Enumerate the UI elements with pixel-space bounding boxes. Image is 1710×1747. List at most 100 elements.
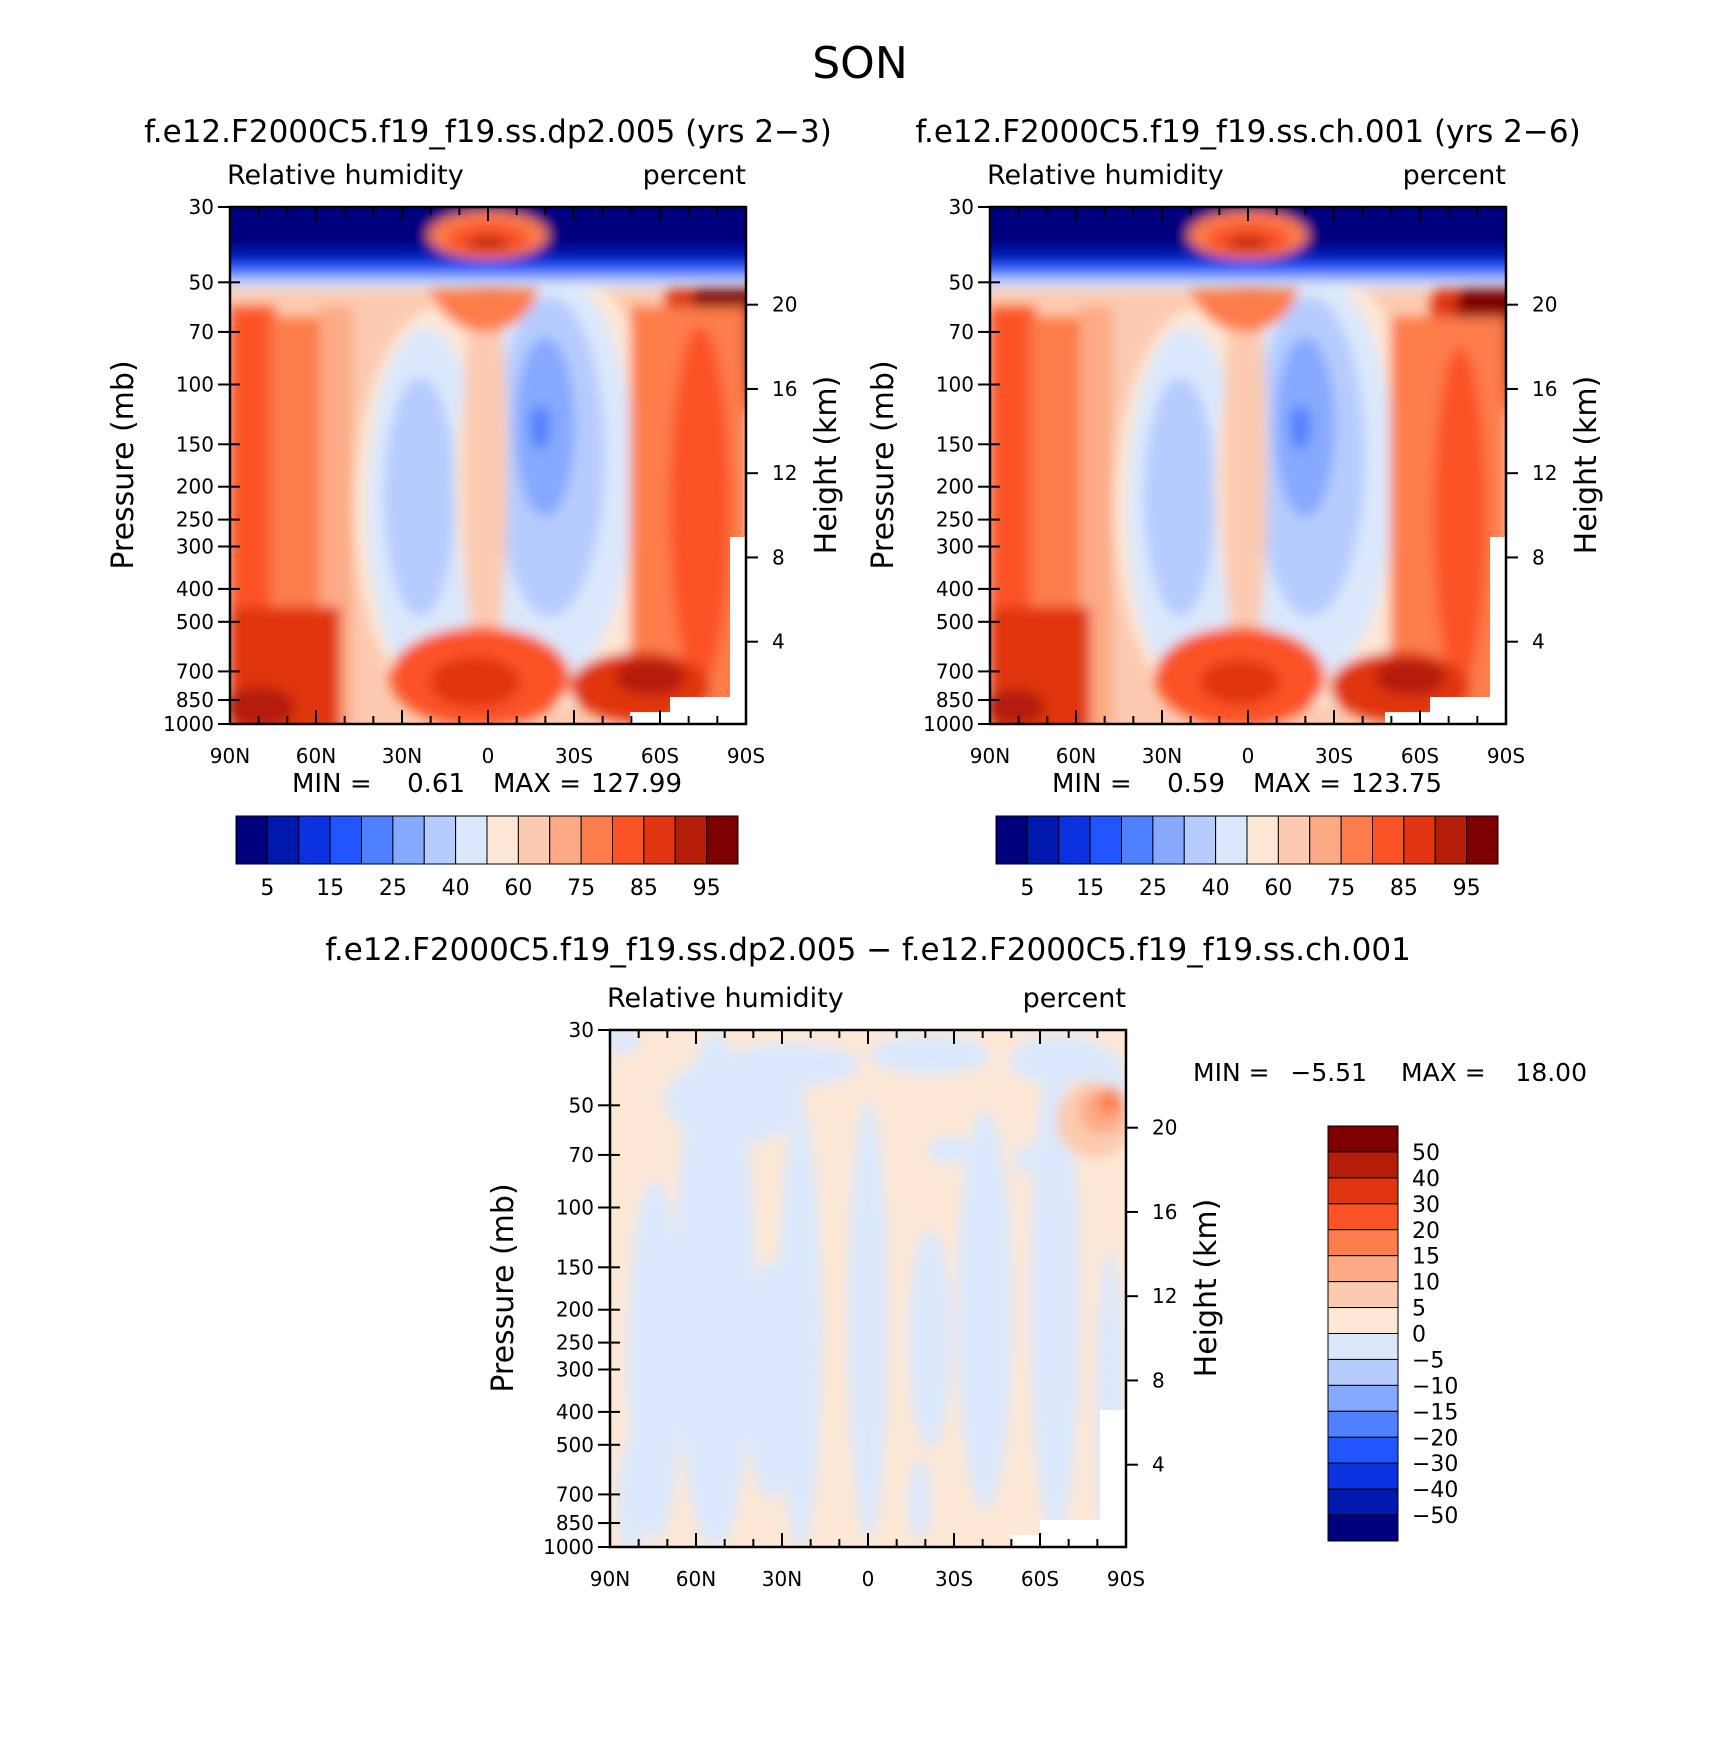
colorbar-box (298, 815, 331, 865)
y-tick-label: 30 (189, 195, 214, 219)
colorbar: 5 15 25 40 60 75 85 95 (235, 815, 739, 901)
colorbar-label: 85 (1390, 876, 1418, 901)
x-tick-label: 90S (1107, 1567, 1145, 1591)
colorbar-label: −30 (1412, 1452, 1458, 1477)
x-tick-label: 90S (1487, 744, 1525, 768)
panel-dp2: f.e12.F2000C5.f19_f19.ss.dp2.005 (yrs 2−… (106, 114, 844, 901)
colorbar-label: 95 (1453, 876, 1481, 901)
y-tick-label: 1000 (923, 712, 974, 736)
colorbar-box (1309, 815, 1342, 865)
x-tick-label: 0 (482, 744, 495, 768)
colorbar-box (1403, 815, 1436, 865)
y-tick-label: 300 (176, 534, 214, 558)
colorbar-box (1121, 815, 1154, 865)
colorbar-label: −50 (1412, 1504, 1458, 1529)
colorbar-label: 5 (260, 876, 274, 901)
colorbar-box (995, 815, 1028, 865)
y-tick-label: 200 (556, 1298, 594, 1322)
colorbar-box (1089, 815, 1122, 865)
y-axis-label: Pressure (mb) (106, 360, 141, 569)
x-tick-label: 30S (555, 744, 593, 768)
y-tick-label: 250 (176, 508, 214, 532)
panel-ch: f.e12.F2000C5.f19_f19.ss.ch.001 (yrs 2−6… (866, 114, 1604, 901)
y-tick-label: 150 (936, 432, 974, 456)
colorbar-box (1466, 815, 1499, 865)
x-tick-label: 30S (1315, 744, 1353, 768)
x-tick-label: 60S (641, 744, 679, 768)
colorbar-box (1372, 815, 1405, 865)
y-tick-label: 1000 (543, 1535, 594, 1559)
colorbar-box (1183, 815, 1217, 865)
height-tick-label: 8 (1152, 1368, 1165, 1392)
colorbar-label: 40 (442, 876, 470, 901)
height-tick-label: 12 (1152, 1284, 1177, 1308)
variable-label: Relative humidity (987, 160, 1224, 191)
colorbar-box (1327, 1358, 1399, 1386)
colorbar: 5 15 25 40 60 75 85 95 (995, 815, 1499, 901)
y-tick-label: 70 (949, 320, 974, 344)
colorbar-box (1340, 815, 1373, 865)
colorbar-label: 20 (1412, 1219, 1440, 1244)
height-tick-label: 8 (1532, 545, 1545, 569)
height-axis: 20 16 12 8 4 (746, 293, 797, 654)
y-tick-label: 250 (556, 1331, 594, 1355)
colorbar-box (1327, 1514, 1399, 1542)
colorbar-label: 40 (1412, 1167, 1440, 1192)
y-tick-label: 850 (936, 688, 974, 712)
x-tick-label: 60N (296, 744, 336, 768)
y-tick-label: 150 (176, 432, 214, 456)
max-label: MAX = (493, 769, 581, 799)
max-label: MAX = (1253, 769, 1341, 799)
y-tick-label: 250 (936, 508, 974, 532)
min-label: MIN = (292, 769, 372, 799)
x-tick-label: 60N (1056, 744, 1096, 768)
height-tick-label: 4 (1532, 630, 1545, 654)
colorbar-box (235, 815, 268, 865)
height-tick-label: 4 (1152, 1453, 1165, 1477)
y-tick-label: 200 (936, 475, 974, 499)
y-axis-label: Pressure (mb) (866, 360, 901, 569)
height-tick-label: 16 (1532, 377, 1557, 401)
colorbar-box (1327, 1151, 1399, 1179)
x-tick-label: 0 (1242, 744, 1255, 768)
colorbar-box (612, 815, 645, 865)
colorbar-box (1434, 815, 1468, 865)
colorbar-box (1327, 1333, 1399, 1360)
colorbar-box (423, 815, 457, 865)
max-value: 127.99 (591, 769, 682, 799)
min-value: 0.59 (1167, 769, 1225, 799)
variable-label: Relative humidity (227, 160, 464, 191)
height-axis: 20 16 12 8 4 (1126, 1116, 1177, 1477)
colorbar-label: 15 (1076, 876, 1104, 901)
panel-diff: f.e12.F2000C5.f19_f19.ss.dp2.005 − f.e12… (325, 932, 1587, 1591)
colorbar-label: −40 (1412, 1478, 1458, 1503)
height-tick-label: 20 (772, 293, 797, 317)
y-tick-label: 50 (189, 270, 214, 294)
colorbar-label: 15 (316, 876, 344, 901)
y-tick-label: 700 (556, 1482, 594, 1506)
y-tick-label: 500 (936, 610, 974, 634)
x-tick-label: 60N (676, 1567, 716, 1591)
height-tick-label: 20 (1532, 293, 1557, 317)
colorbar-box (1026, 815, 1060, 865)
x-axis: 90N 60N 30N 0 30S 60S 90S (590, 1030, 1145, 1591)
x-tick-label: 30S (935, 1567, 973, 1591)
colorbar-box (1327, 1229, 1399, 1257)
colorbar-label: 10 (1412, 1271, 1440, 1296)
colorbar-box (329, 815, 362, 865)
x-tick-label: 90N (210, 744, 250, 768)
colorbar-box (1327, 1125, 1399, 1153)
contour-field (610, 1030, 1126, 1547)
colorbar-label: 5 (1020, 876, 1034, 901)
colorbar-label: 75 (567, 876, 595, 901)
y-tick-label: 50 (569, 1093, 594, 1117)
colorbar-label: 30 (1412, 1193, 1440, 1218)
panel-title: f.e12.F2000C5.f19_f19.ss.dp2.005 − f.e12… (325, 932, 1411, 968)
colorbar-box (392, 815, 425, 865)
x-axis: 90N 60N 30N 0 30S 60S 90S (210, 207, 765, 768)
min-label: MIN = (1052, 769, 1132, 799)
colorbar-label: −15 (1412, 1400, 1458, 1425)
colorbar-box (455, 815, 488, 865)
colorbar-box (1327, 1488, 1399, 1516)
